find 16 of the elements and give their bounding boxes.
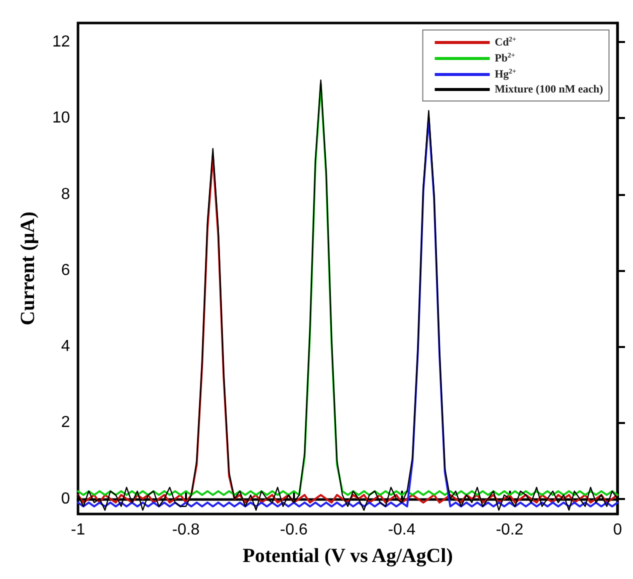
x-tick-label: -0.6 — [280, 522, 308, 538]
y-tick-label: 6 — [61, 262, 70, 279]
x-tick-label: -0.8 — [172, 522, 200, 538]
y-tick-label: 12 — [52, 34, 70, 51]
y-tick-label: 4 — [61, 338, 70, 356]
x-tick-label: -0.2 — [496, 522, 524, 538]
y-tick-label: 10 — [52, 110, 70, 127]
x-tick-label: -1 — [70, 522, 86, 538]
y-axis-title: Current (μA) — [17, 212, 39, 326]
x-tick-label: -0.4 — [388, 522, 416, 538]
y-tick-label: 2 — [61, 414, 70, 432]
y-tick-label: 8 — [61, 186, 70, 203]
x-axis-title: Potential (V vs Ag/AgCl) — [242, 545, 453, 567]
legend-label: Mixture (100 nM each) — [494, 84, 604, 96]
y-tick-label: 0 — [61, 490, 70, 508]
x-tick-label: 0 — [613, 522, 622, 538]
